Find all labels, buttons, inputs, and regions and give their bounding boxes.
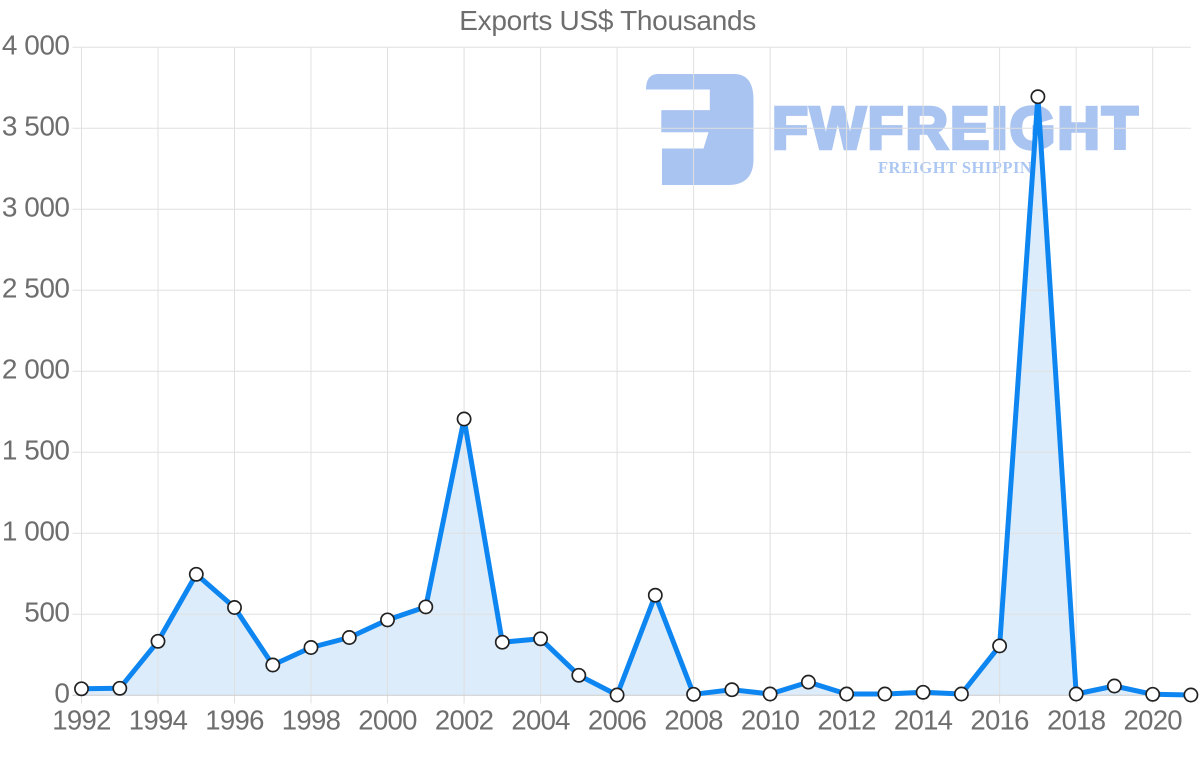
svg-text:2 000: 2 000 (2, 353, 70, 384)
svg-text:3 000: 3 000 (2, 191, 70, 222)
svg-text:2016: 2016 (970, 705, 1029, 736)
svg-text:0: 0 (54, 677, 69, 708)
svg-text:2 500: 2 500 (2, 272, 70, 303)
svg-text:1994: 1994 (129, 705, 188, 736)
svg-text:2000: 2000 (358, 705, 417, 736)
svg-text:500: 500 (24, 596, 69, 627)
svg-text:2010: 2010 (741, 705, 800, 736)
svg-text:FREIGHT SHIPPING: FREIGHT SHIPPING (878, 158, 1046, 177)
svg-text:1998: 1998 (282, 705, 341, 736)
svg-text:2008: 2008 (664, 705, 723, 736)
svg-text:1 500: 1 500 (2, 434, 70, 465)
svg-text:2014: 2014 (894, 705, 953, 736)
svg-text:Exports US$ Thousands: Exports US$ Thousands (459, 5, 756, 36)
svg-text:4 000: 4 000 (2, 29, 70, 60)
svg-text:2004: 2004 (511, 705, 570, 736)
svg-text:1992: 1992 (52, 705, 110, 736)
svg-text:2002: 2002 (435, 705, 493, 736)
svg-text:1996: 1996 (205, 705, 264, 736)
svg-text:3 500: 3 500 (2, 110, 70, 141)
svg-text:2006: 2006 (588, 705, 647, 736)
svg-text:2012: 2012 (817, 705, 875, 736)
svg-text:2020: 2020 (1124, 705, 1183, 736)
svg-text:2018: 2018 (1047, 705, 1106, 736)
svg-text:1 000: 1 000 (2, 515, 70, 546)
